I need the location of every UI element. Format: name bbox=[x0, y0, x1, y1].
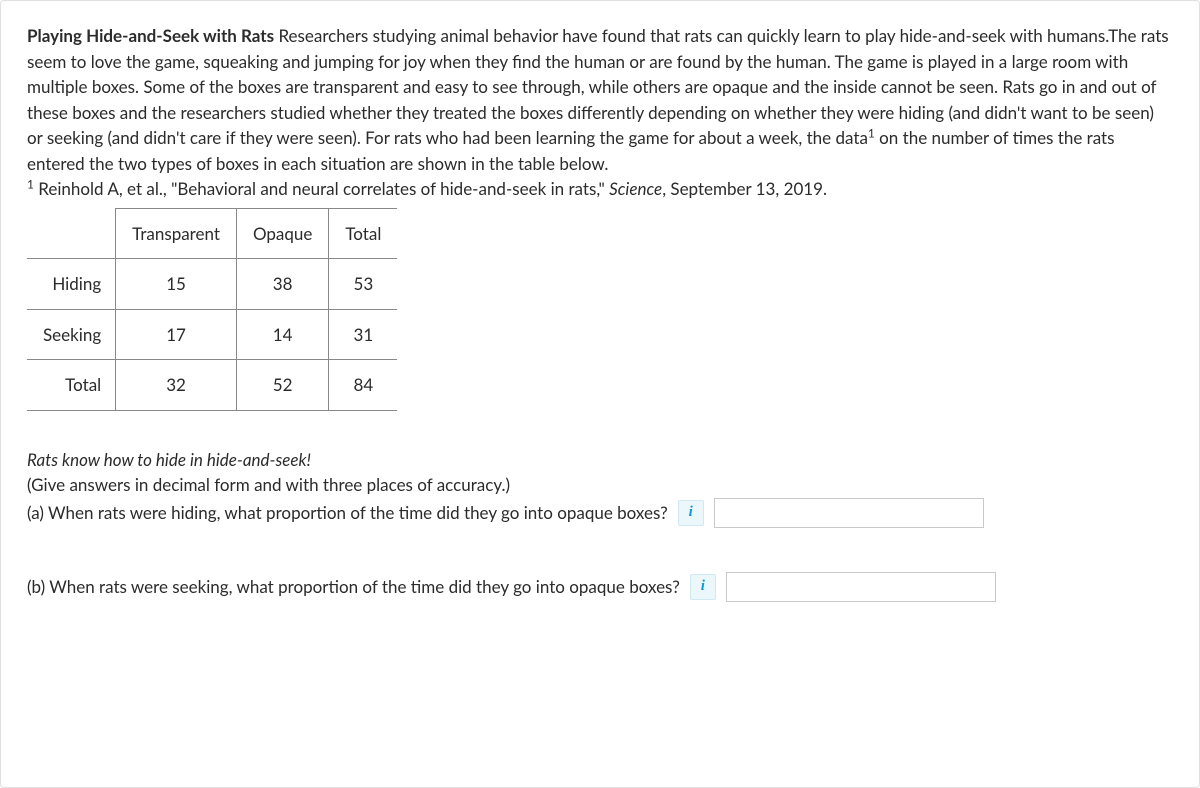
table-cell: 15 bbox=[116, 259, 237, 310]
data-table: Transparent Opaque Total Hiding 15 38 53… bbox=[27, 208, 397, 411]
table-cell: 53 bbox=[329, 259, 398, 310]
table-caption: Rats know how to hide in hide-and-seek! bbox=[27, 447, 1173, 473]
table-cell: Total bbox=[27, 360, 116, 411]
table-cell: Hiding bbox=[27, 259, 116, 310]
table-header-cell: Transparent bbox=[116, 208, 237, 259]
table-cell: 52 bbox=[236, 360, 328, 411]
intro-sup: 1 bbox=[868, 125, 875, 140]
question-a-row: (a) When rats were hiding, what proporti… bbox=[27, 498, 1173, 528]
footnote-prefix: Reinhold A, et al., "Behavioral and neur… bbox=[34, 178, 609, 199]
table-cell: Seeking bbox=[27, 309, 116, 360]
intro-bold-title: Playing Hide-and-Seek with Rats bbox=[27, 25, 274, 46]
footnote-sup: 1 bbox=[27, 176, 34, 191]
table-header-row: Transparent Opaque Total bbox=[27, 208, 397, 259]
question-b-row: (b) When rats were seeking, what proport… bbox=[27, 572, 1173, 602]
intro-paragraph: Playing Hide-and-Seek with Rats Research… bbox=[27, 23, 1173, 176]
table-header-cell: Total bbox=[329, 208, 398, 259]
footnote: 1 Reinhold A, et al., "Behavioral and ne… bbox=[27, 176, 1173, 202]
table-cell: 14 bbox=[236, 309, 328, 360]
footnote-suffix: , September 13, 2019. bbox=[662, 178, 827, 199]
table-row: Total 32 52 84 bbox=[27, 360, 397, 411]
question-a-text: (a) When rats were hiding, what proporti… bbox=[27, 500, 668, 526]
info-icon[interactable]: i bbox=[678, 500, 704, 526]
table-cell: 38 bbox=[236, 259, 328, 310]
footnote-journal: Science bbox=[609, 178, 662, 199]
question-b-text: (b) When rats were seeking, what proport… bbox=[27, 574, 680, 600]
table-row: Seeking 17 14 31 bbox=[27, 309, 397, 360]
table-row: Hiding 15 38 53 bbox=[27, 259, 397, 310]
table-cell: 31 bbox=[329, 309, 398, 360]
table-cell: 84 bbox=[329, 360, 398, 411]
info-icon[interactable]: i bbox=[690, 574, 716, 600]
question-card: Playing Hide-and-Seek with Rats Research… bbox=[0, 0, 1200, 788]
table-cell: 32 bbox=[116, 360, 237, 411]
question-b-input[interactable] bbox=[726, 572, 996, 602]
table-cell: 17 bbox=[116, 309, 237, 360]
table-header-cell: Opaque bbox=[236, 208, 328, 259]
answer-instruction: (Give answers in decimal form and with t… bbox=[27, 472, 1173, 498]
table-header-cell bbox=[27, 208, 116, 259]
question-a-input[interactable] bbox=[714, 498, 984, 528]
